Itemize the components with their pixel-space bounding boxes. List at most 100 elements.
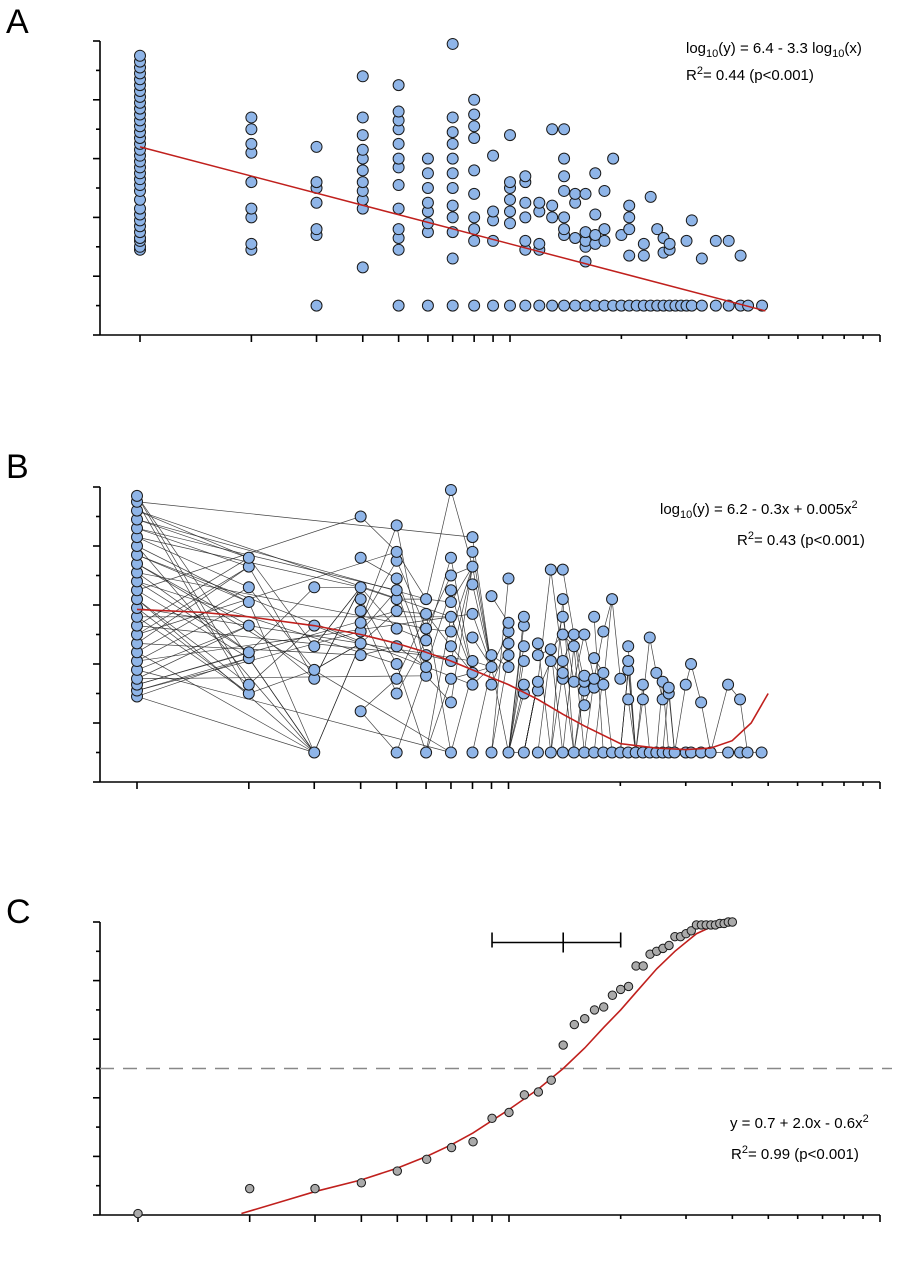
data-point <box>722 234 735 247</box>
panel-label-a: A <box>6 3 29 41</box>
data-point <box>421 1154 432 1165</box>
data-point <box>308 581 321 594</box>
trajectory-line <box>136 598 250 685</box>
data-point <box>392 1166 403 1176</box>
data-point <box>606 593 619 606</box>
data-point <box>242 619 255 632</box>
data-point <box>578 699 591 712</box>
label-part: R <box>731 1146 742 1163</box>
trajectory-line <box>396 666 427 753</box>
data-point <box>466 531 479 544</box>
equation-label: log10(y) = 6.4 - 3.3 log10(x) <box>686 40 862 60</box>
data-point <box>444 483 457 496</box>
data-point <box>598 223 611 236</box>
label-part: 2 <box>748 530 754 542</box>
trajectory-line <box>136 536 249 588</box>
data-point <box>420 607 433 620</box>
trajectory-line <box>360 525 397 623</box>
trajectory-line <box>136 527 249 567</box>
data-point <box>546 199 559 212</box>
data-point <box>446 137 459 150</box>
data-point <box>664 940 674 951</box>
data-point <box>420 746 433 759</box>
data-point <box>558 184 571 197</box>
data-point <box>242 646 255 659</box>
data-point <box>356 164 369 177</box>
trajectory-line <box>562 672 575 753</box>
trajectory-line <box>550 569 564 662</box>
data-point <box>356 176 369 189</box>
data-point <box>446 37 459 50</box>
data-point <box>588 610 601 623</box>
trajectory-line <box>248 566 315 679</box>
data-point <box>519 170 532 183</box>
label-part: R <box>686 67 697 84</box>
data-point <box>446 199 459 212</box>
data-point <box>756 299 769 312</box>
data-point <box>242 596 255 609</box>
data-point <box>444 584 457 597</box>
data-point <box>567 640 580 653</box>
trajectory-line <box>136 669 452 753</box>
trajectory-line <box>136 551 397 635</box>
trajectory-line <box>396 560 427 629</box>
data-point <box>354 581 367 594</box>
trajectory-line <box>562 646 575 753</box>
data-point <box>517 610 530 623</box>
data-point <box>589 208 602 221</box>
data-point <box>517 640 530 653</box>
data-point <box>354 593 367 606</box>
label-part: (y) = 6.4 - 3.3 log <box>718 40 832 57</box>
data-point <box>242 551 255 564</box>
trajectory-line <box>136 696 315 753</box>
data-point <box>392 152 405 165</box>
data-point <box>502 616 515 629</box>
data-point <box>544 563 557 576</box>
data-point <box>444 672 457 685</box>
trajectory-line <box>739 699 748 753</box>
data-point <box>310 1183 320 1194</box>
data-point <box>558 223 571 236</box>
data-point <box>709 299 722 312</box>
data-point <box>638 961 648 971</box>
data-point <box>390 746 403 759</box>
data-point <box>519 1090 530 1100</box>
data-point <box>354 705 367 718</box>
data-point <box>622 655 635 668</box>
data-point <box>245 237 258 250</box>
data-point <box>392 223 405 236</box>
data-point <box>466 607 479 620</box>
data-point <box>531 675 544 688</box>
data-point <box>245 111 258 124</box>
trajectory-line <box>537 643 552 753</box>
data-point <box>558 211 571 224</box>
trajectory-line <box>491 578 509 753</box>
panel-label-b: B <box>6 448 29 486</box>
data-point <box>589 167 602 180</box>
data-point <box>310 140 323 153</box>
label-part: R <box>737 532 748 549</box>
data-point <box>722 746 735 759</box>
label-part: 10 <box>680 509 692 521</box>
r-squared-label: R2= 0.44 (p<0.001) <box>686 65 814 84</box>
data-point <box>546 1075 556 1085</box>
data-point <box>623 981 634 992</box>
data-point <box>598 184 611 197</box>
data-point <box>487 1113 497 1124</box>
data-point <box>533 237 546 250</box>
data-point <box>444 569 457 582</box>
data-point <box>134 49 146 62</box>
trajectory-line <box>136 572 427 629</box>
data-point <box>466 545 479 558</box>
data-point <box>133 1208 143 1219</box>
data-point <box>444 696 457 709</box>
data-point <box>636 693 649 706</box>
data-point <box>637 249 650 262</box>
data-point <box>544 655 557 668</box>
data-point <box>569 231 582 244</box>
trajectory-line <box>136 527 397 591</box>
data-point <box>354 604 367 617</box>
data-point <box>597 666 610 679</box>
data-point <box>623 249 636 262</box>
